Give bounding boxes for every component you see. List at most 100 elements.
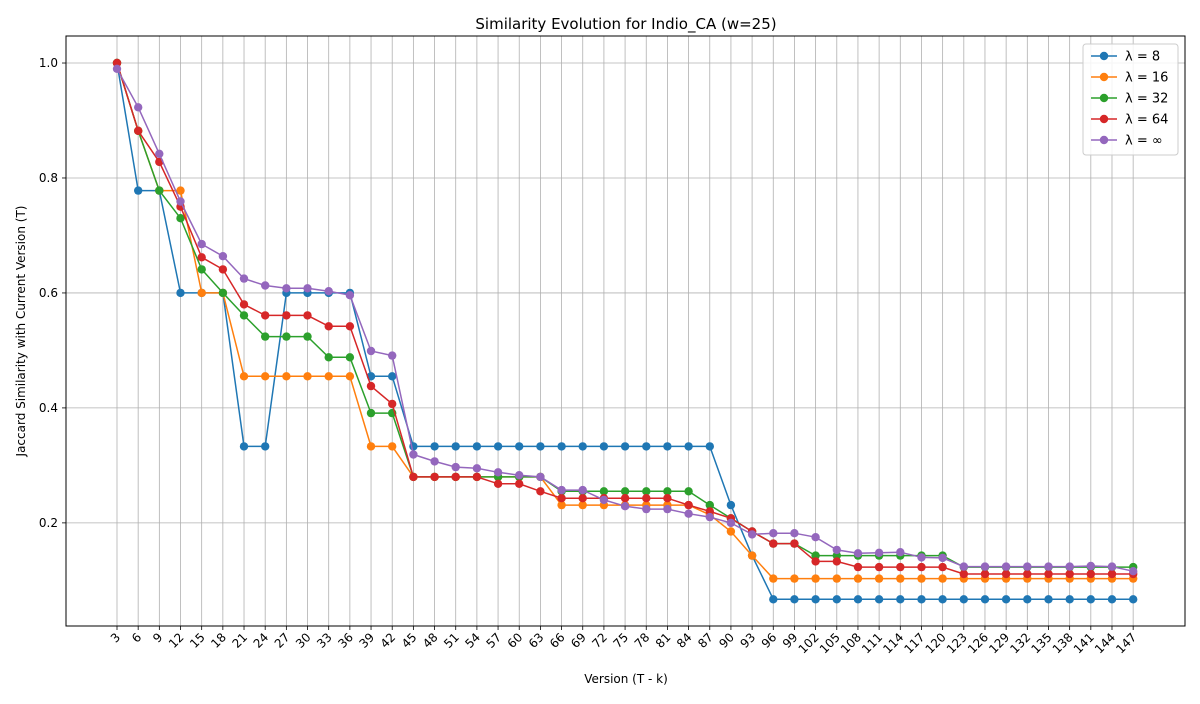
data-point xyxy=(388,351,397,360)
data-point xyxy=(1065,562,1074,571)
data-point xyxy=(134,103,143,112)
y-tick-label: 0.8 xyxy=(39,171,58,185)
data-point xyxy=(832,557,841,566)
data-point xyxy=(451,462,460,472)
data-point xyxy=(811,551,820,560)
data-point xyxy=(1107,569,1117,579)
data-point xyxy=(493,442,503,451)
data-point xyxy=(684,442,693,451)
x-axis-label: Version (T - k) xyxy=(584,672,668,686)
data-point xyxy=(324,353,333,362)
data-point xyxy=(112,64,122,74)
data-point xyxy=(536,472,545,482)
data-point xyxy=(197,265,206,274)
data-point xyxy=(642,487,651,496)
data-point xyxy=(557,500,566,510)
data-point xyxy=(1107,595,1117,604)
chart-title: Similarity Evolution for Indio_CA (w=25) xyxy=(475,15,776,34)
data-point xyxy=(811,574,820,583)
data-point xyxy=(938,562,947,572)
data-point xyxy=(896,595,905,604)
data-point xyxy=(959,595,968,604)
data-point xyxy=(430,457,439,466)
data-point xyxy=(430,472,439,482)
data-point xyxy=(790,539,799,548)
data-point xyxy=(557,494,566,503)
data-point xyxy=(388,442,397,451)
data-point xyxy=(1065,595,1074,604)
data-point xyxy=(261,442,270,451)
data-point xyxy=(1023,562,1032,571)
data-point xyxy=(218,288,228,298)
data-point xyxy=(218,252,228,261)
data-point xyxy=(578,500,587,510)
data-point xyxy=(684,509,693,518)
data-point xyxy=(599,487,609,496)
data-point xyxy=(853,549,863,558)
y-tick-label: 0.2 xyxy=(39,516,58,530)
legend-label: λ = 32 xyxy=(1125,92,1168,107)
data-point xyxy=(409,450,418,459)
data-point xyxy=(769,574,778,583)
data-point xyxy=(345,372,355,381)
data-point xyxy=(917,595,926,604)
data-point xyxy=(853,562,863,572)
y-tick-label: 0.4 xyxy=(39,401,58,415)
data-point xyxy=(790,529,799,538)
data-point xyxy=(578,485,587,495)
data-point xyxy=(261,372,270,381)
legend-marker xyxy=(1099,114,1109,124)
y-axis: 0.2 0.4 0.6 0.8 1.0 xyxy=(39,56,66,530)
data-point xyxy=(515,471,524,480)
data-point xyxy=(1023,595,1032,604)
data-point xyxy=(705,500,714,510)
data-point xyxy=(112,58,122,68)
data-point xyxy=(811,557,820,566)
data-point xyxy=(620,487,630,496)
data-point xyxy=(769,529,778,538)
data-point xyxy=(388,372,397,381)
grid-lines xyxy=(66,36,1185,626)
data-point xyxy=(155,149,164,158)
data-point xyxy=(747,530,757,539)
data-point xyxy=(1065,569,1074,579)
data-point xyxy=(261,311,270,320)
data-point xyxy=(663,442,672,451)
data-point xyxy=(642,504,651,514)
data-point xyxy=(1129,595,1138,604)
data-point xyxy=(430,442,439,451)
data-point xyxy=(239,274,249,283)
data-point xyxy=(811,533,820,542)
y-tick-label: 1.0 xyxy=(39,56,58,70)
data-point xyxy=(176,214,185,223)
data-point xyxy=(218,265,228,274)
legend-marker xyxy=(1099,51,1109,61)
data-point xyxy=(261,332,270,341)
data-point xyxy=(282,311,291,320)
data-point xyxy=(345,353,355,362)
data-point xyxy=(176,288,185,298)
data-point xyxy=(176,197,185,206)
data-point xyxy=(1023,569,1032,579)
series-4 xyxy=(112,64,1138,576)
data-point xyxy=(134,186,143,195)
legend-marker xyxy=(1099,93,1109,103)
data-point xyxy=(1044,562,1053,571)
data-point xyxy=(663,487,672,496)
data-point xyxy=(557,442,566,451)
data-point xyxy=(451,442,460,451)
data-point xyxy=(1001,595,1011,604)
legend-label: λ = 64 xyxy=(1125,113,1168,128)
data-point xyxy=(239,442,249,451)
data-point xyxy=(938,595,947,604)
data-point xyxy=(282,332,291,341)
data-point xyxy=(853,595,863,604)
data-point xyxy=(557,485,566,495)
data-point xyxy=(303,284,312,293)
data-point xyxy=(832,545,841,555)
data-point xyxy=(324,372,333,381)
data-point xyxy=(917,574,926,583)
data-point xyxy=(642,494,651,503)
